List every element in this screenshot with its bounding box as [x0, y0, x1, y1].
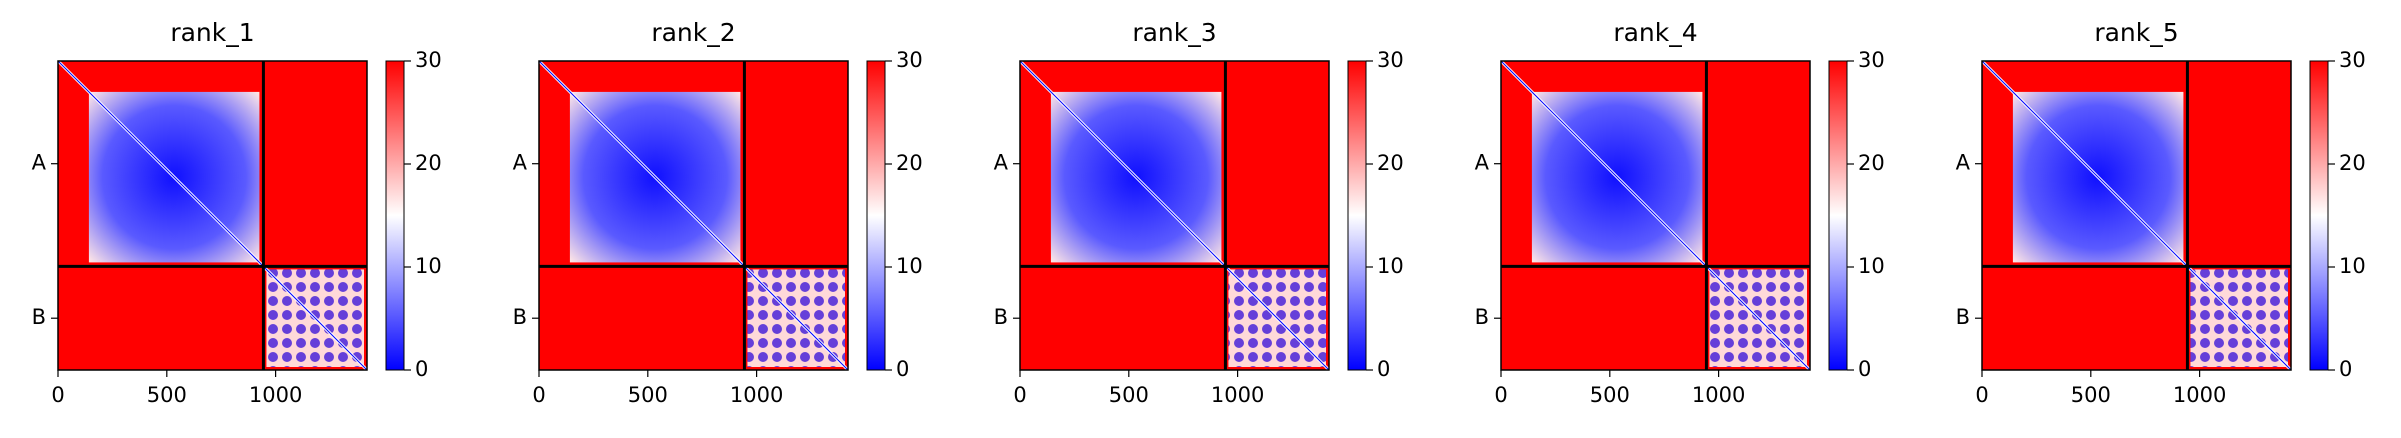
y-tick-label: B: [513, 305, 527, 329]
x-tick-label: 0: [1494, 383, 1507, 407]
y-tick-label: B: [1956, 305, 1970, 329]
colorbar: [2309, 60, 2329, 371]
y-tick-label: B: [994, 305, 1008, 329]
x-tick-label: 1000: [2173, 383, 2226, 407]
x-tick-label: 500: [2071, 383, 2111, 407]
colorbar-tick-label: 10: [1377, 254, 1404, 278]
colorbar: [385, 60, 405, 371]
colorbar-tick-label: 10: [2339, 254, 2366, 278]
colorbar-tick-label: 0: [415, 357, 428, 381]
panel: rank_4 0 500 1000 A B 0 10 20 30: [1475, 18, 1885, 407]
x-tick-label: 1000: [1692, 383, 1745, 407]
colorbar-tick-label: 0: [896, 357, 909, 381]
panel: rank_5 0 500 1000 A B 0 10 20 30: [1956, 18, 2366, 407]
colorbar-tick-label: 20: [896, 151, 923, 175]
x-tick-label: 500: [147, 383, 187, 407]
colorbar-tick-label: 10: [896, 254, 923, 278]
colorbar-tick-label: 30: [415, 48, 442, 72]
heatmap-diagonal-core: [1500, 60, 1811, 371]
plot-frame: [57, 60, 368, 371]
y-tick-label: A: [32, 151, 47, 175]
colorbar-tick-label: 30: [1858, 48, 1885, 72]
panel: rank_1 0 500 1000 A B 0 10 20 30: [32, 18, 442, 407]
chart-title: rank_3: [1132, 18, 1216, 47]
y-tick-label: A: [513, 151, 528, 175]
colorbar-tick-label: 30: [2339, 48, 2366, 72]
chart-title: rank_2: [651, 18, 735, 47]
y-tick-label: A: [1956, 151, 1971, 175]
chart-title: rank_4: [1613, 18, 1697, 47]
x-tick-label: 0: [1013, 383, 1026, 407]
plot-frame: [1019, 60, 1330, 371]
x-tick-label: 1000: [730, 383, 783, 407]
colorbar-tick-label: 10: [1858, 254, 1885, 278]
panel: rank_2 0 500 1000 A B 0 10 20 30: [513, 18, 923, 407]
colorbar-tick-label: 30: [896, 48, 923, 72]
x-tick-label: 0: [532, 383, 545, 407]
x-tick-label: 0: [51, 383, 64, 407]
x-tick-label: 1000: [249, 383, 302, 407]
panel: rank_3 0 500 1000 A B 0 10 20 30: [994, 18, 1404, 407]
colorbar: [1347, 60, 1367, 371]
heatmap-diagonal-core: [1981, 60, 2292, 371]
colorbar-tick-label: 10: [415, 254, 442, 278]
colorbar-tick-label: 30: [1377, 48, 1404, 72]
colorbar-tick-label: 20: [1377, 151, 1404, 175]
colorbar-tick-label: 0: [2339, 357, 2352, 381]
chart-title: rank_1: [170, 18, 254, 47]
x-tick-label: 500: [1590, 383, 1630, 407]
y-tick-label: A: [994, 151, 1009, 175]
colorbar-tick-label: 20: [1858, 151, 1885, 175]
y-tick-label: A: [1475, 151, 1490, 175]
heatmap-diagonal-core: [538, 60, 849, 371]
colorbar-tick-label: 20: [2339, 151, 2366, 175]
x-tick-label: 1000: [1211, 383, 1264, 407]
y-tick-label: B: [1475, 305, 1489, 329]
y-tick-label: B: [32, 305, 46, 329]
plot-frame: [1500, 60, 1811, 371]
heatmap-diagonal-core: [57, 60, 368, 371]
plot-frame: [1981, 60, 2292, 371]
colorbar-tick-label: 20: [415, 151, 442, 175]
x-tick-label: 0: [1975, 383, 1988, 407]
plot-frame: [538, 60, 849, 371]
colorbar-tick-label: 0: [1377, 357, 1390, 381]
colorbar-tick-label: 0: [1858, 357, 1871, 381]
x-tick-label: 500: [1109, 383, 1149, 407]
x-tick-label: 500: [628, 383, 668, 407]
colorbar: [866, 60, 886, 371]
heatmap-diagonal-core: [1019, 60, 1330, 371]
chart-title: rank_5: [2094, 18, 2178, 47]
colorbar: [1828, 60, 1848, 371]
